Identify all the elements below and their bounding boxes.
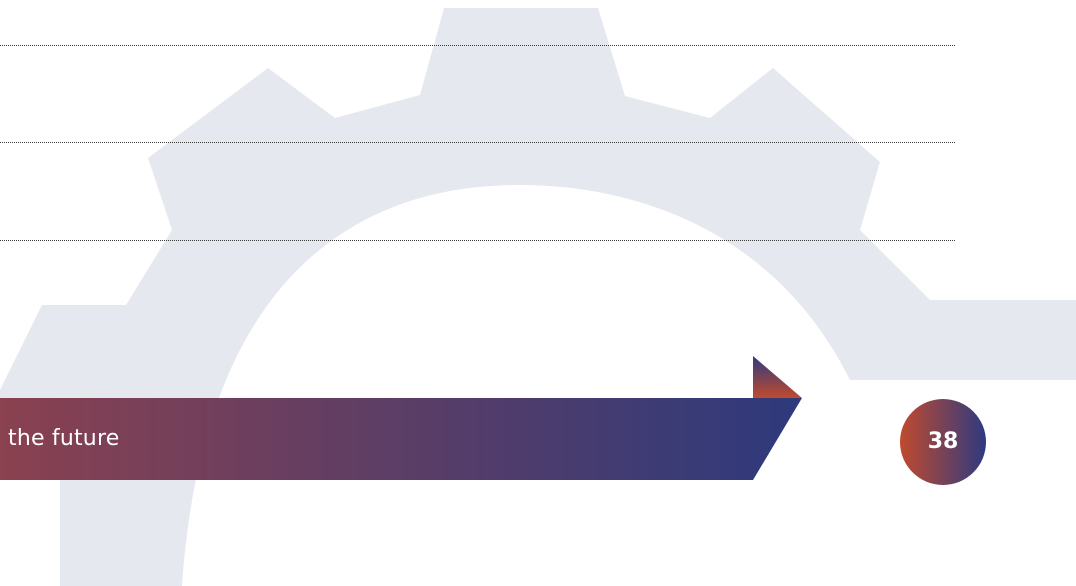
- writing-line: [0, 45, 955, 46]
- writing-line: [0, 240, 955, 241]
- arrow-banner: [0, 356, 802, 480]
- banner-text: the future: [8, 426, 120, 451]
- page-number: 38: [927, 429, 959, 454]
- arrow-icon: [0, 356, 802, 480]
- writing-line: [0, 142, 955, 143]
- page-number-badge: [900, 399, 986, 485]
